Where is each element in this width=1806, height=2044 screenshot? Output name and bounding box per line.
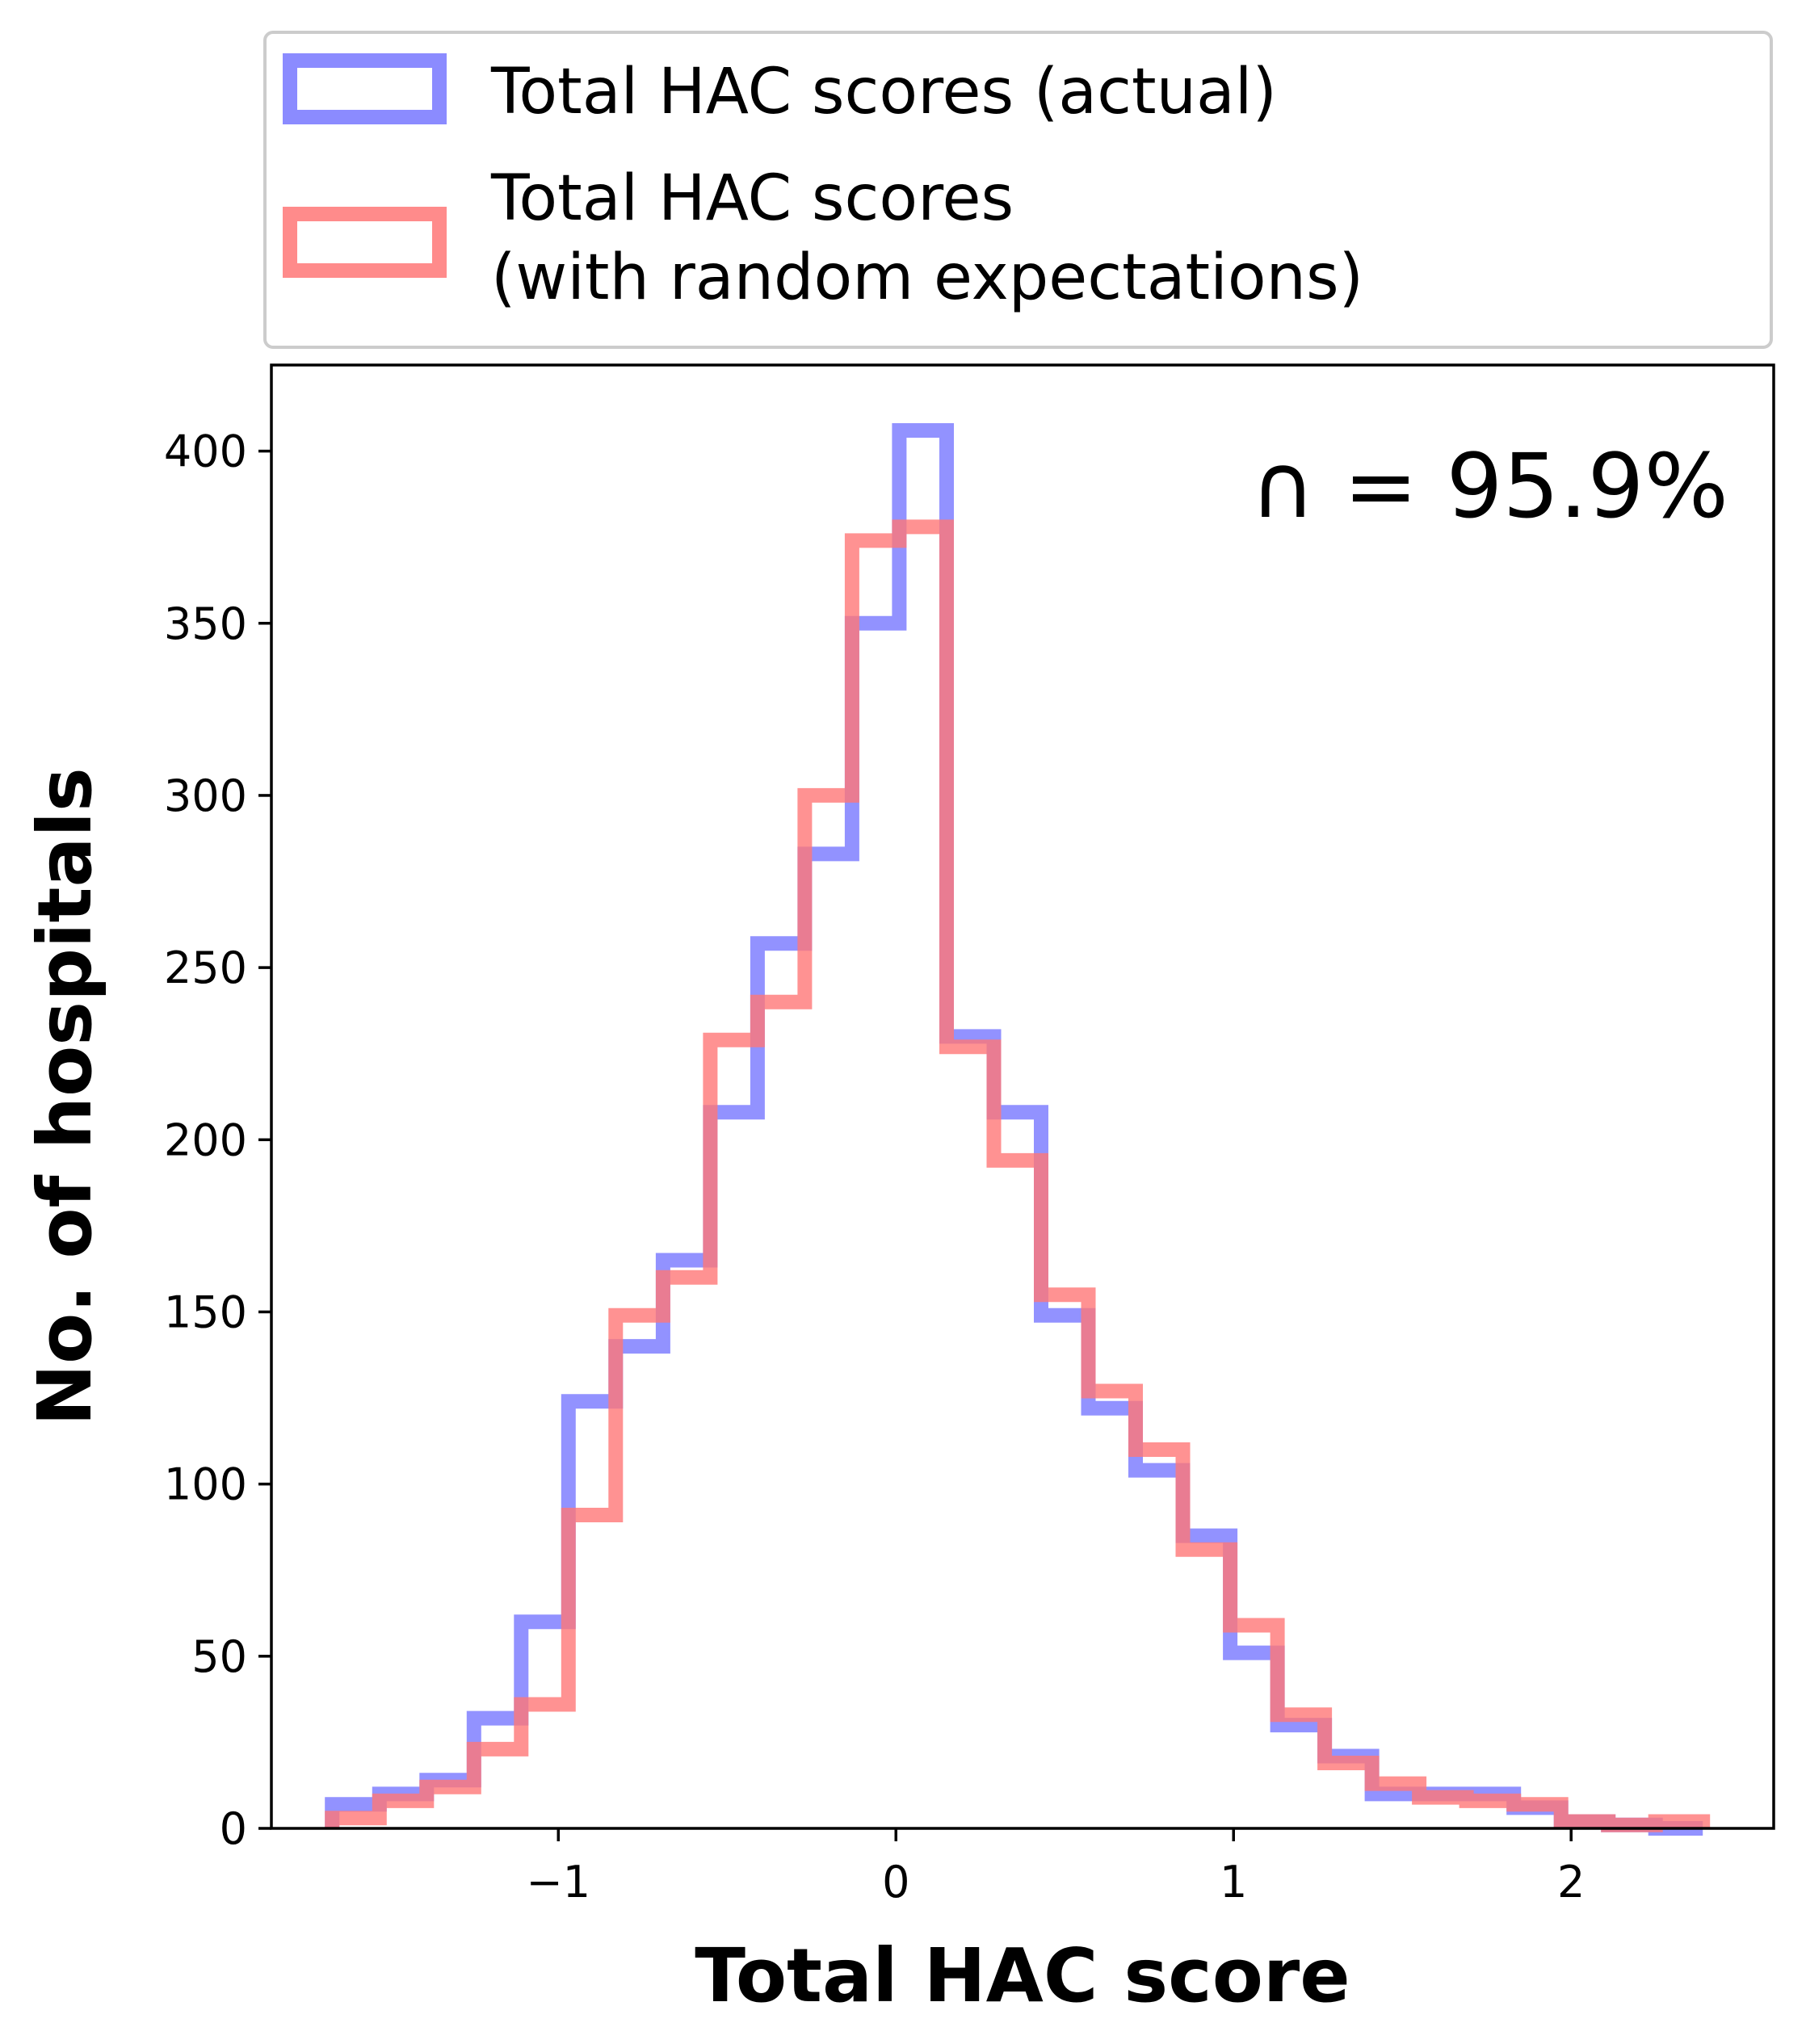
x-axis-title: Total HAC score <box>695 1933 1350 2019</box>
x-axis-ticks: −1 0 1 2 <box>526 1828 1585 1908</box>
plot-frame <box>270 363 1775 1830</box>
y-axis-title: No. of hospitals <box>22 767 108 1426</box>
x-tick-label: 2 <box>1557 1857 1585 1908</box>
legend-label-line: Total HAC scores <box>490 162 1014 235</box>
plot-area <box>271 365 1774 1828</box>
series-layer <box>325 423 1711 1836</box>
legend-swatch-random <box>283 207 447 278</box>
x-tick-label: 0 <box>882 1857 909 1908</box>
y-tick-label: 0 <box>220 1803 247 1854</box>
y-tick-label: 200 <box>164 1114 247 1165</box>
y-tick-label: 400 <box>164 426 247 477</box>
y-tick-label: 250 <box>164 942 247 993</box>
y-tick-label: 150 <box>164 1286 247 1337</box>
overlap-annotation: ∩ = 95.9% <box>1250 434 1728 538</box>
legend-label-line: (with random expectations) <box>491 241 1363 314</box>
legend-box <box>263 31 1773 349</box>
y-tick-label: 350 <box>164 598 247 649</box>
x-tick-label: −1 <box>526 1857 590 1908</box>
y-axis-ticks: 0 50 100 150 200 250 300 350 400 <box>164 426 271 1854</box>
y-tick-label: 300 <box>164 770 247 821</box>
legend-swatch-actual <box>283 53 447 124</box>
y-tick-label: 50 <box>191 1631 247 1682</box>
legend-label-actual: Total HAC scores (actual) <box>490 56 1277 128</box>
histogram-series-1 <box>325 519 1711 1832</box>
legend: Total HAC scores (actual) Total HAC scor… <box>263 31 1773 349</box>
y-tick-label: 100 <box>164 1459 247 1510</box>
legend-label-random: Total HAC scores (with random expectation… <box>490 162 1363 314</box>
x-tick-label: 1 <box>1220 1857 1247 1908</box>
